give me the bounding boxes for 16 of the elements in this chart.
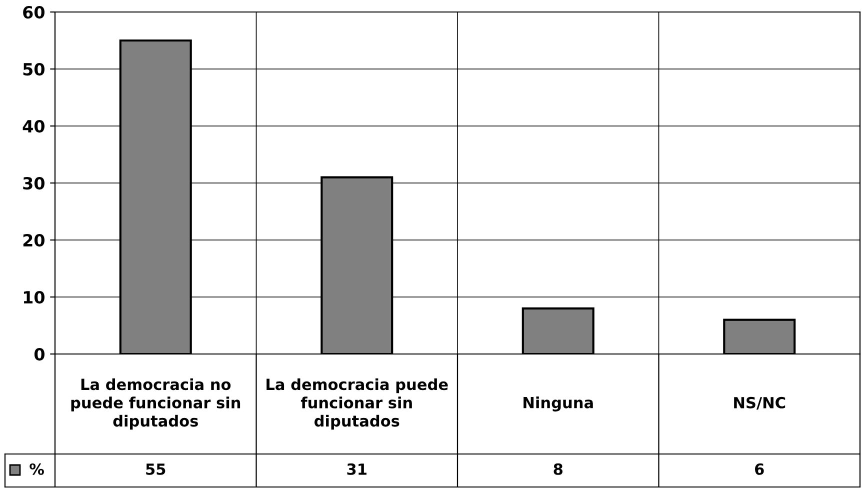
- x-tick-label: Ninguna: [524, 396, 593, 412]
- x-tick-label: NS/NC: [734, 396, 786, 410]
- legend-label: %: [30, 463, 44, 475]
- y-tick-label: 10: [24, 290, 44, 304]
- y-tick-label: 60: [23, 6, 44, 19]
- y-tick-label: 20: [23, 234, 44, 247]
- data-label: 8: [554, 463, 562, 475]
- x-tick-label: La democracia no puede funcionar sin diputados: [71, 378, 240, 430]
- data-label: 31: [347, 463, 366, 475]
- data-label: 6: [755, 463, 764, 475]
- y-tick-label: 50: [23, 62, 44, 76]
- x-tick-label: La democracia puede funcionar sin diputados: [266, 378, 448, 430]
- data-label: 55: [146, 464, 166, 475]
- y-tick-label: 30: [23, 176, 44, 190]
- y-tick-label: 40: [22, 120, 44, 133]
- y-tick-label: 0: [34, 348, 44, 361]
